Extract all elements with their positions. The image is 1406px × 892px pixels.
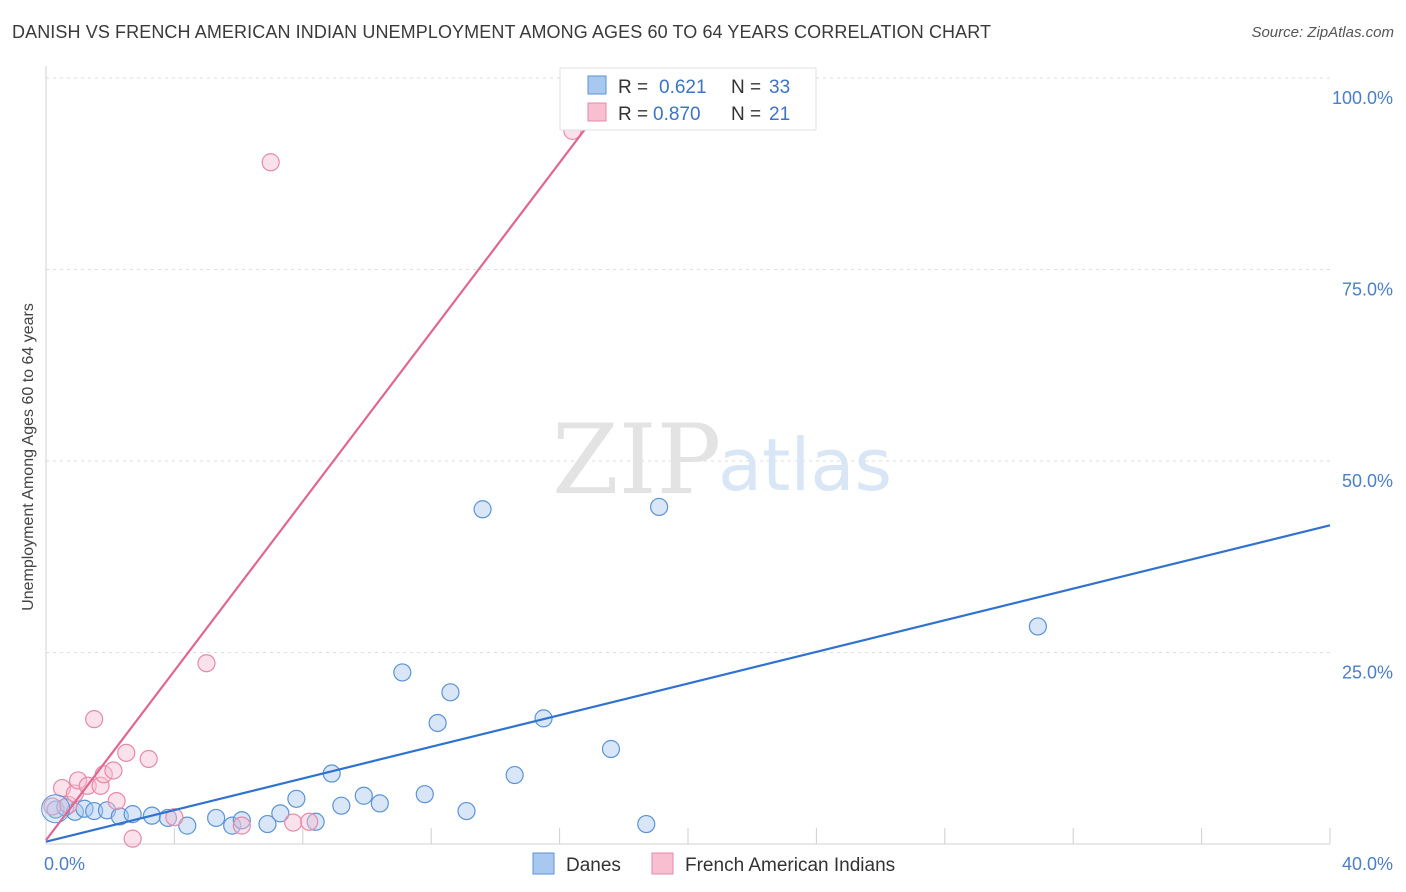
- point-danes: [393, 663, 412, 682]
- point-danes: [207, 808, 226, 828]
- tick-labels: 25.0% 50.0% 75.0% 100.0% 0.0% 40.0%: [44, 88, 1393, 874]
- point-danes: [415, 785, 434, 804]
- point-danes: [1028, 617, 1047, 636]
- point-french-american-indians: [43, 797, 62, 816]
- y-tick-label: 25.0%: [1342, 663, 1393, 683]
- source-credit: Source: ZipAtlas.com: [1251, 24, 1394, 41]
- stats-legend: R = 0.621 N = 33 R = 0.870 N = 21: [559, 67, 817, 131]
- legend-swatch-danes: [587, 75, 607, 95]
- legend-r-label-french: R =: [618, 104, 648, 125]
- data-points: [41, 121, 1047, 848]
- point-french-american-indians: [107, 792, 126, 811]
- point-danes: [271, 804, 290, 823]
- point-french-american-indians: [91, 776, 110, 795]
- y-axis-label: Unemployment Among Ages 60 to 64 years: [20, 303, 37, 611]
- point-french-american-indians: [68, 771, 88, 790]
- point-french-american-indians: [85, 710, 104, 729]
- point-danes: [178, 816, 197, 835]
- series-legend-swatch-danes: [532, 852, 555, 875]
- legend-n-value-danes: 33: [769, 77, 790, 98]
- point-french-american-indians: [300, 812, 319, 831]
- trend-line-french-american-indians: [45, 77, 625, 841]
- point-french-american-indians: [139, 749, 158, 769]
- point-cluster-danes: [41, 794, 71, 824]
- legend-n-label-french: N =: [731, 104, 761, 125]
- series-legend-swatch-french-american-indians: [651, 852, 674, 875]
- point-danes: [457, 801, 476, 821]
- x-tick-label: 40.0%: [1342, 854, 1393, 874]
- point-danes: [223, 816, 242, 835]
- trend-line-danes: [45, 524, 1331, 843]
- point-danes: [441, 683, 460, 702]
- point-french-american-indians: [117, 743, 136, 762]
- legend-n-label-danes: N =: [731, 77, 761, 98]
- watermark-zip: ZIP: [552, 404, 721, 516]
- x-tick-label: 0.0%: [44, 854, 85, 874]
- watermark-atlas: atlas: [718, 423, 892, 507]
- point-danes: [637, 814, 656, 834]
- point-danes: [601, 739, 621, 759]
- axes: [45, 66, 1331, 845]
- y-tick-label: 100.0%: [1332, 88, 1393, 108]
- point-french-american-indians: [165, 808, 184, 827]
- point-danes: [306, 812, 325, 831]
- point-danes: [473, 500, 492, 519]
- watermark: ZIP atlas: [552, 404, 892, 516]
- point-danes: [85, 801, 104, 821]
- series-legend: Danes French American Indians: [532, 852, 895, 876]
- point-french-american-indians: [232, 816, 251, 835]
- y-tick-label: 50.0%: [1342, 471, 1393, 491]
- trend-lines: [45, 77, 1331, 843]
- point-danes: [650, 497, 669, 517]
- legend-n-value-french: 21: [769, 104, 790, 125]
- point-danes: [428, 713, 447, 733]
- point-danes: [354, 786, 373, 805]
- series-legend-label-danes: Danes: [566, 855, 621, 876]
- legend-r-label-danes: R =: [618, 77, 648, 98]
- legend-r-value-french: 0.870: [653, 104, 701, 125]
- gridlines: [46, 77, 1330, 653]
- chart-title: DANISH VS FRENCH AMERICAN INDIAN UNEMPLO…: [12, 22, 992, 42]
- point-french-american-indians: [123, 829, 142, 848]
- point-french-american-indians: [284, 813, 303, 832]
- y-tick-label: 75.0%: [1342, 280, 1393, 300]
- point-danes: [232, 811, 251, 830]
- point-danes: [332, 796, 351, 815]
- series-legend-label-french-american-indians: French American Indians: [685, 855, 895, 876]
- point-danes: [505, 765, 524, 785]
- point-french-american-indians: [261, 153, 280, 172]
- point-french-american-indians: [197, 654, 216, 673]
- point-danes: [287, 789, 306, 808]
- point-danes: [258, 814, 277, 834]
- legend-r-value-danes: 0.621: [659, 77, 707, 98]
- point-danes: [370, 794, 389, 813]
- legend-swatch-french-american-indians: [587, 102, 607, 122]
- point-french-american-indians: [104, 761, 123, 780]
